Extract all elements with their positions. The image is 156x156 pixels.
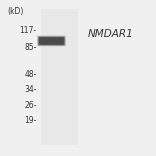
FancyBboxPatch shape: [37, 36, 66, 46]
FancyBboxPatch shape: [39, 38, 64, 44]
Text: (kD): (kD): [7, 7, 24, 16]
Text: 26-: 26-: [24, 101, 37, 110]
Text: NMDAR1: NMDAR1: [87, 29, 133, 39]
FancyBboxPatch shape: [39, 37, 64, 45]
FancyBboxPatch shape: [39, 37, 64, 45]
FancyBboxPatch shape: [40, 38, 63, 44]
Text: 117-: 117-: [20, 26, 37, 35]
Text: 19-: 19-: [24, 116, 37, 125]
Bar: [41, 9, 78, 145]
Text: 48-: 48-: [24, 70, 37, 79]
FancyBboxPatch shape: [38, 36, 65, 46]
FancyBboxPatch shape: [38, 37, 65, 45]
Text: 85-: 85-: [24, 43, 37, 52]
Text: 34-: 34-: [24, 85, 37, 94]
FancyBboxPatch shape: [37, 35, 66, 46]
FancyBboxPatch shape: [40, 39, 63, 43]
